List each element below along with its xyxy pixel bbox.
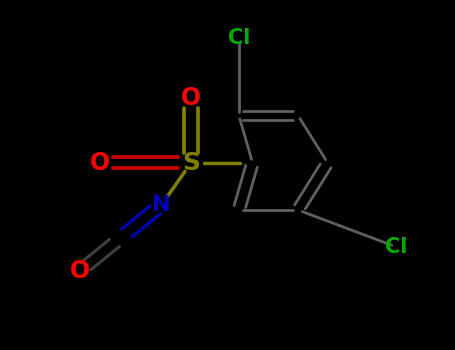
- Text: N: N: [152, 195, 171, 215]
- Text: Cl: Cl: [384, 237, 407, 257]
- Text: O: O: [70, 259, 90, 283]
- Text: O: O: [90, 151, 110, 175]
- Text: O: O: [181, 86, 201, 110]
- Text: S: S: [182, 151, 200, 175]
- Text: Cl: Cl: [228, 28, 250, 49]
